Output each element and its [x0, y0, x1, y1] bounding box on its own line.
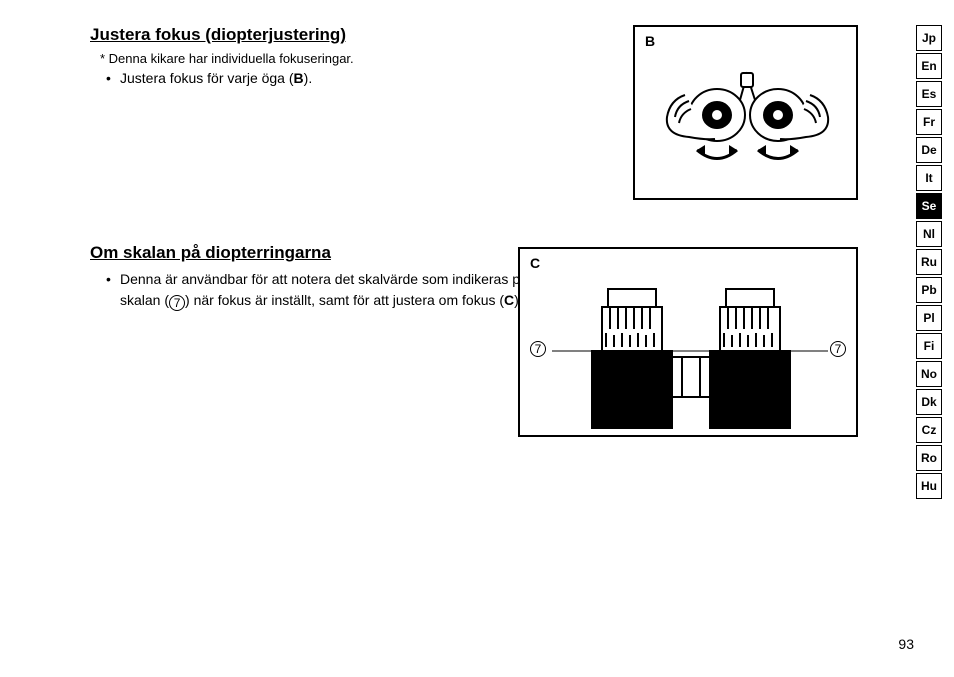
lang-tab-de[interactable]: De — [916, 137, 942, 163]
lang-tab-se[interactable]: Se — [916, 193, 942, 219]
lang-tab-es[interactable]: Es — [916, 81, 942, 107]
lang-tab-jp[interactable]: Jp — [916, 25, 942, 51]
lang-tab-fi[interactable]: Fi — [916, 333, 942, 359]
lang-tab-pl[interactable]: Pl — [916, 305, 942, 331]
figure-b: B — [633, 25, 858, 200]
lang-tab-it[interactable]: It — [916, 165, 942, 191]
lang-tab-ru[interactable]: Ru — [916, 249, 942, 275]
section1-bullet-post: ). — [304, 70, 313, 86]
circled-7-inline: 7 — [169, 295, 185, 311]
section2-bullet-bold: C — [504, 292, 514, 308]
section1-bullet-bold: B — [294, 70, 304, 86]
main-content: Justera fokus (diopterjustering) Denna k… — [90, 25, 870, 311]
language-selector: JpEnEsFrDeItSeNlRuPbPlFiNoDkCzRoHu — [916, 25, 942, 501]
lang-tab-ro[interactable]: Ro — [916, 445, 942, 471]
page-number: 93 — [898, 636, 914, 652]
lang-tab-cz[interactable]: Cz — [916, 417, 942, 443]
figure-c: C 7 7 — [518, 247, 858, 437]
section2-bullet: Denna är användbar för att notera det sk… — [120, 269, 540, 310]
section2-bullet-mid: ) när fokus är inställt, samt för att ju… — [185, 292, 504, 308]
section1-bullet: Justera fokus för varje öga (B). — [120, 68, 540, 88]
lang-tab-hu[interactable]: Hu — [916, 473, 942, 499]
figure-c-illustration — [530, 259, 850, 429]
figure-b-illustration — [655, 45, 840, 190]
lang-tab-dk[interactable]: Dk — [916, 389, 942, 415]
lang-tab-no[interactable]: No — [916, 361, 942, 387]
figure-b-label: B — [645, 33, 655, 49]
lang-tab-fr[interactable]: Fr — [916, 109, 942, 135]
lang-tab-en[interactable]: En — [916, 53, 942, 79]
lang-tab-pb[interactable]: Pb — [916, 277, 942, 303]
lang-tab-nl[interactable]: Nl — [916, 221, 942, 247]
section1-bullet-pre: Justera fokus för varje öga ( — [120, 70, 294, 86]
